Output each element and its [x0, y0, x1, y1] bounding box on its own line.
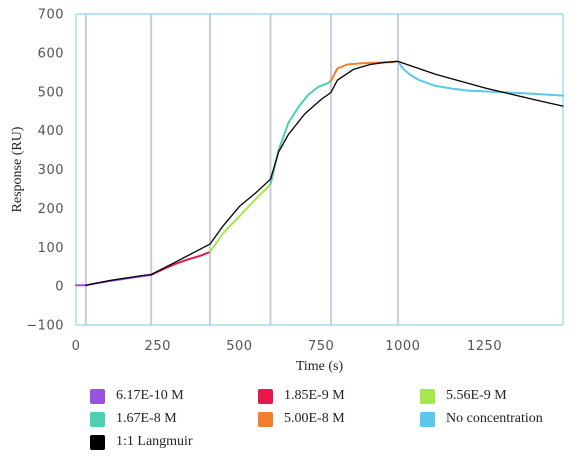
legend-swatch [90, 411, 105, 427]
legend-swatch [258, 388, 273, 404]
legend-label: 5.00E-8 M [284, 411, 345, 426]
chart: −100 0 100 200 300 400 500 600 700 0 250 500 750 100… [10, 8, 564, 374]
y-tick-labels: −100 0 100 200 300 400 500 600 700 [26, 8, 64, 334]
axes [75, 13, 564, 326]
series-line-5 [396, 60, 564, 97]
x-tick-label: 1250 [467, 339, 502, 354]
y-tick-label: 600 [38, 46, 64, 61]
legend-swatch [90, 434, 105, 450]
y-tick-label: 300 [38, 163, 64, 178]
y-tick-label: 0 [55, 280, 64, 295]
x-tick-label: 1000 [385, 339, 420, 354]
legend-label: 5.56E-9 M [446, 388, 507, 403]
legend-item: 5.56E-9 M [420, 386, 560, 406]
legend: 6.17E-10 M 1.85E-9 M 5.56E-9 M 1.67E-8 M 5.0… [90, 386, 560, 452]
legend-label: 6.17E-10 M [116, 388, 184, 403]
series-line-6 [85, 60, 564, 286]
x-tick-label: 0 [72, 339, 81, 354]
chart-svg: −100 0 100 200 300 400 500 600 700 0 250 500 750 100… [10, 8, 564, 374]
y-tick-label: 500 [38, 85, 64, 100]
y-tick-label: 400 [38, 124, 64, 139]
legend-item: 5.00E-8 M [258, 409, 420, 429]
y-axis-title: Response (RU) [10, 126, 25, 212]
legend-item: 1.85E-9 M [258, 386, 420, 406]
legend-swatch [90, 388, 105, 404]
series-line-1 [150, 250, 211, 276]
x-tick-label: 500 [226, 339, 252, 354]
series-lines [75, 60, 564, 287]
injection-markers [84, 14, 399, 325]
y-tick-label: 200 [38, 202, 64, 217]
legend-swatch [258, 411, 273, 427]
x-tick-label: 250 [145, 339, 171, 354]
legend-label: 1.85E-9 M [284, 388, 345, 403]
legend-item: 1.67E-8 M [90, 409, 258, 429]
legend-item: No concentration [420, 409, 560, 429]
legend-item: 1:1 Langmuir [90, 432, 258, 452]
legend-swatch [420, 411, 435, 427]
y-tick-label: −100 [26, 319, 64, 334]
x-tick-label: 750 [308, 339, 334, 354]
series-line-2 [209, 183, 272, 253]
legend-item: 6.17E-10 M [90, 386, 258, 406]
legend-label: 1.67E-8 M [116, 411, 177, 426]
y-tick-label: 700 [38, 8, 64, 23]
legend-swatch [420, 388, 435, 404]
legend-label: 1:1 Langmuir [116, 434, 193, 449]
series-line-3 [269, 79, 332, 186]
legend-label: No concentration [446, 411, 543, 426]
x-tick-labels: 0 250 500 750 1000 1250 [72, 339, 502, 354]
x-axis-title: Time (s) [296, 359, 344, 374]
y-tick-label: 100 [38, 241, 64, 256]
